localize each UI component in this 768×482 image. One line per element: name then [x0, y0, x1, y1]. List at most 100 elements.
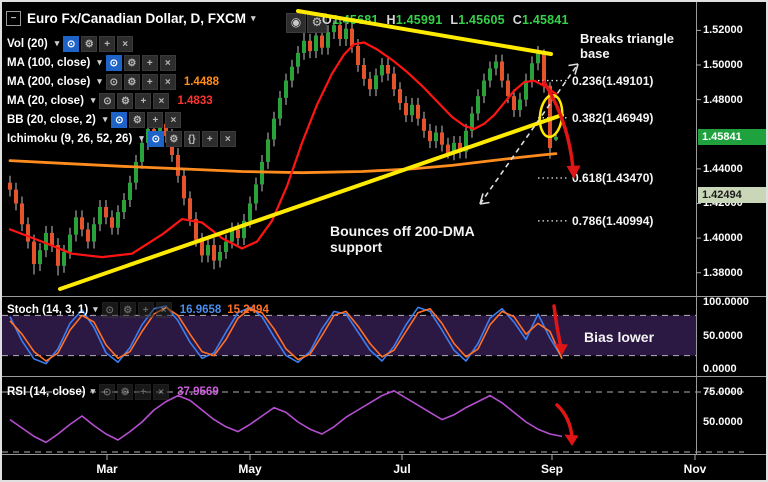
candle-body [236, 229, 240, 239]
indicator-label[interactable]: MA (200, close) [7, 75, 91, 88]
close-icon[interactable]: × [219, 130, 236, 147]
candle-body [362, 65, 366, 79]
eye-icon[interactable]: ⊙ [105, 73, 122, 90]
rsi-axis-label[interactable]: 75.0000 [703, 386, 743, 398]
rsi-value: 37.9569 [177, 385, 219, 398]
plus-icon[interactable]: + [141, 73, 158, 90]
eye-icon[interactable]: ⊙ [147, 130, 164, 147]
stoch-axis-label[interactable]: 50.0000 [703, 330, 743, 342]
legend-row-bb: BB (20, close, 2) ▾ ⊙ ⚙ + × [7, 111, 183, 128]
gear-icon[interactable]: ⚙ [123, 54, 140, 71]
indicator-label[interactable]: Ichimoku (9, 26, 52, 26) [7, 132, 133, 145]
plus-icon[interactable]: + [99, 35, 116, 52]
candle-body [428, 130, 432, 142]
gear-icon[interactable]: ⚙ [81, 35, 98, 52]
close-icon[interactable]: × [153, 383, 170, 400]
price-axis-label[interactable]: 1.48000 [703, 94, 743, 106]
plus-icon[interactable]: + [135, 383, 152, 400]
price-axis-label[interactable]: 1.38000 [703, 267, 743, 279]
rsi-axis-label[interactable]: 50.0000 [703, 416, 743, 428]
candle-body [254, 184, 258, 204]
price-axis-label[interactable]: 1.40000 [703, 232, 743, 244]
eye-icon[interactable]: ⊙ [111, 111, 128, 128]
candle-body [416, 104, 420, 119]
indicator-label[interactable]: Vol (20) [7, 37, 48, 50]
close-icon[interactable]: × [155, 301, 172, 318]
time-axis-label[interactable]: May [238, 462, 262, 476]
gear-icon[interactable]: ⚙ [165, 130, 182, 147]
candle-body [122, 200, 126, 213]
candle-body [332, 25, 336, 33]
symbol-title-row[interactable]: − Euro Fx/Canadian Dollar, D, FXCM ▾ [6, 11, 256, 26]
eye-icon[interactable]: ⊙ [101, 301, 118, 318]
candle-body [422, 118, 426, 131]
symbol-title[interactable]: Euro Fx/Canadian Dollar, D, FXCM [27, 11, 247, 26]
plus-icon[interactable]: + [137, 301, 154, 318]
stoch-buttons: ⊙ ⚙ + × [101, 301, 174, 318]
plus-icon[interactable]: + [201, 130, 218, 147]
indicator-label[interactable]: MA (100, close) [7, 56, 91, 69]
plus-icon[interactable]: + [141, 54, 158, 71]
candle-body [302, 40, 306, 53]
candle-body [8, 182, 12, 190]
candle-body [86, 229, 90, 242]
gear-icon[interactable]: ⚙ [117, 383, 134, 400]
indicator-label[interactable]: BB (20, close, 2) [7, 113, 96, 126]
indicator-label[interactable]: MA (20, close) [7, 94, 84, 107]
close-icon[interactable]: × [117, 35, 134, 52]
gear-icon[interactable]: ⚙ [123, 73, 140, 90]
chevron-down-icon: ▾ [54, 38, 60, 48]
eye-icon[interactable]: ⊙ [105, 54, 122, 71]
eye-icon[interactable]: ⊙ [63, 35, 80, 52]
eye-icon[interactable]: ⊙ [99, 383, 116, 400]
stoch-d-line [9, 306, 563, 362]
stoch-axis-label[interactable]: 0.0000 [703, 363, 737, 375]
close-icon[interactable]: × [153, 92, 170, 109]
candle-body [536, 52, 540, 64]
candle-body [26, 224, 30, 242]
gear-icon[interactable]: ⚙ [119, 301, 136, 318]
price-axis-label[interactable]: 1.44000 [703, 163, 743, 175]
stoch-axis-label[interactable]: 100.0000 [703, 296, 749, 308]
price-axis-label[interactable]: 1.50000 [703, 59, 743, 71]
time-axis-label[interactable]: Jul [393, 462, 411, 476]
braces-icon[interactable]: {} [183, 130, 200, 147]
gear-icon[interactable]: ⚙ [117, 92, 134, 109]
candle-body [248, 203, 252, 221]
chevron-down-icon: ▾ [102, 114, 108, 124]
time-axis-label[interactable]: Nov [683, 462, 707, 476]
candle-body [386, 65, 390, 74]
candle-body [38, 250, 42, 265]
candle-body [116, 212, 120, 228]
eye-icon[interactable]: ⊙ [99, 92, 116, 109]
dashed-arrow-head [568, 63, 579, 67]
candle-body [374, 75, 378, 90]
candle-body [32, 241, 36, 265]
candle-body [470, 113, 474, 131]
candle-body [80, 217, 84, 230]
legend-row-ma: MA (20, close) ▾ ⊙ ⚙ + × 1.4833 [7, 92, 213, 109]
plus-icon[interactable]: + [135, 92, 152, 109]
candle-body [218, 251, 222, 261]
close-icon[interactable]: × [159, 54, 176, 71]
gear-icon[interactable]: ⚙ [129, 111, 146, 128]
close-icon[interactable]: × [165, 111, 182, 128]
rsi-label[interactable]: RSI (14, close) [7, 385, 86, 398]
chevron-down-icon: ▾ [93, 304, 98, 314]
rsi-down-arrow [555, 403, 574, 439]
plus-icon[interactable]: + [147, 111, 164, 128]
candle-body [398, 89, 402, 104]
dashed-arrow-head [574, 63, 579, 75]
time-axis-label[interactable]: Sep [540, 462, 564, 476]
price-axis-label[interactable]: 1.52000 [703, 24, 743, 36]
close-icon[interactable]: × [159, 73, 176, 90]
style-button[interactable]: ◉ [286, 13, 306, 33]
annotation-breaks-triangle: Breaks triangle base [580, 31, 674, 61]
stoch-label[interactable]: Stoch (14, 3, 1) [7, 303, 89, 316]
candle-body [92, 224, 96, 242]
collapse-icon[interactable]: − [6, 11, 21, 26]
legend-row-ichimoku: Ichimoku (9, 26, 52, 26) ▾ ⊙ ⚙{} + × [7, 130, 238, 147]
fib-level-label: 0.786(1.40994) [572, 214, 654, 228]
time-axis-label[interactable]: Mar [96, 462, 118, 476]
